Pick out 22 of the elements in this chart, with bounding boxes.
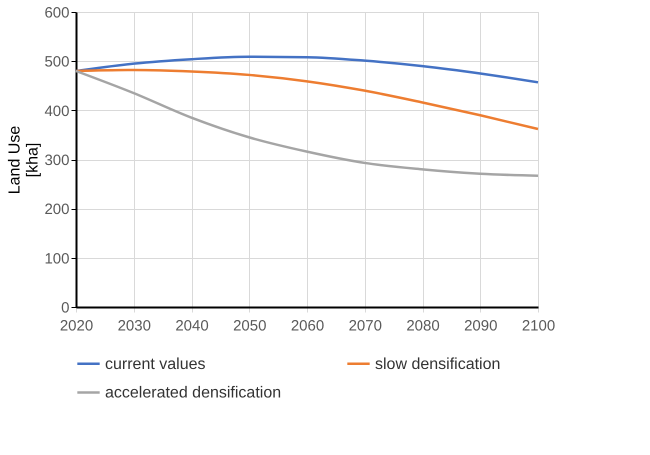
x-tick-label: 2040 — [175, 318, 209, 334]
y-tick-label: 400 — [44, 102, 70, 120]
x-tick-label: 2080 — [406, 318, 440, 334]
y-tick-label: 500 — [44, 54, 70, 71]
y-tick-label: 300 — [44, 152, 70, 169]
line-series — [74, 70, 540, 177]
x-tick-label: 2030 — [118, 318, 151, 334]
y-axis-title: Land Use [kha] — [6, 126, 42, 194]
x-tick-label: 2100 — [522, 318, 556, 334]
y-tick-label: 600 — [44, 4, 70, 22]
y-tick-label: 0 — [61, 300, 70, 316]
legend-label: slow densification — [375, 356, 500, 373]
y-tick-label: 200 — [44, 201, 70, 218]
y-tick-label: 100 — [44, 250, 70, 268]
legend-label: accelerated densification — [105, 384, 282, 402]
legend-label: current values — [105, 356, 206, 373]
x-tick-label: 2070 — [348, 318, 382, 334]
x-tick-label: 2020 — [60, 318, 94, 334]
x-tick-label: 2090 — [464, 318, 498, 334]
line-series — [74, 68, 540, 130]
x-tick-label: 2050 — [233, 318, 266, 334]
x-tick-label: 2060 — [290, 318, 324, 334]
